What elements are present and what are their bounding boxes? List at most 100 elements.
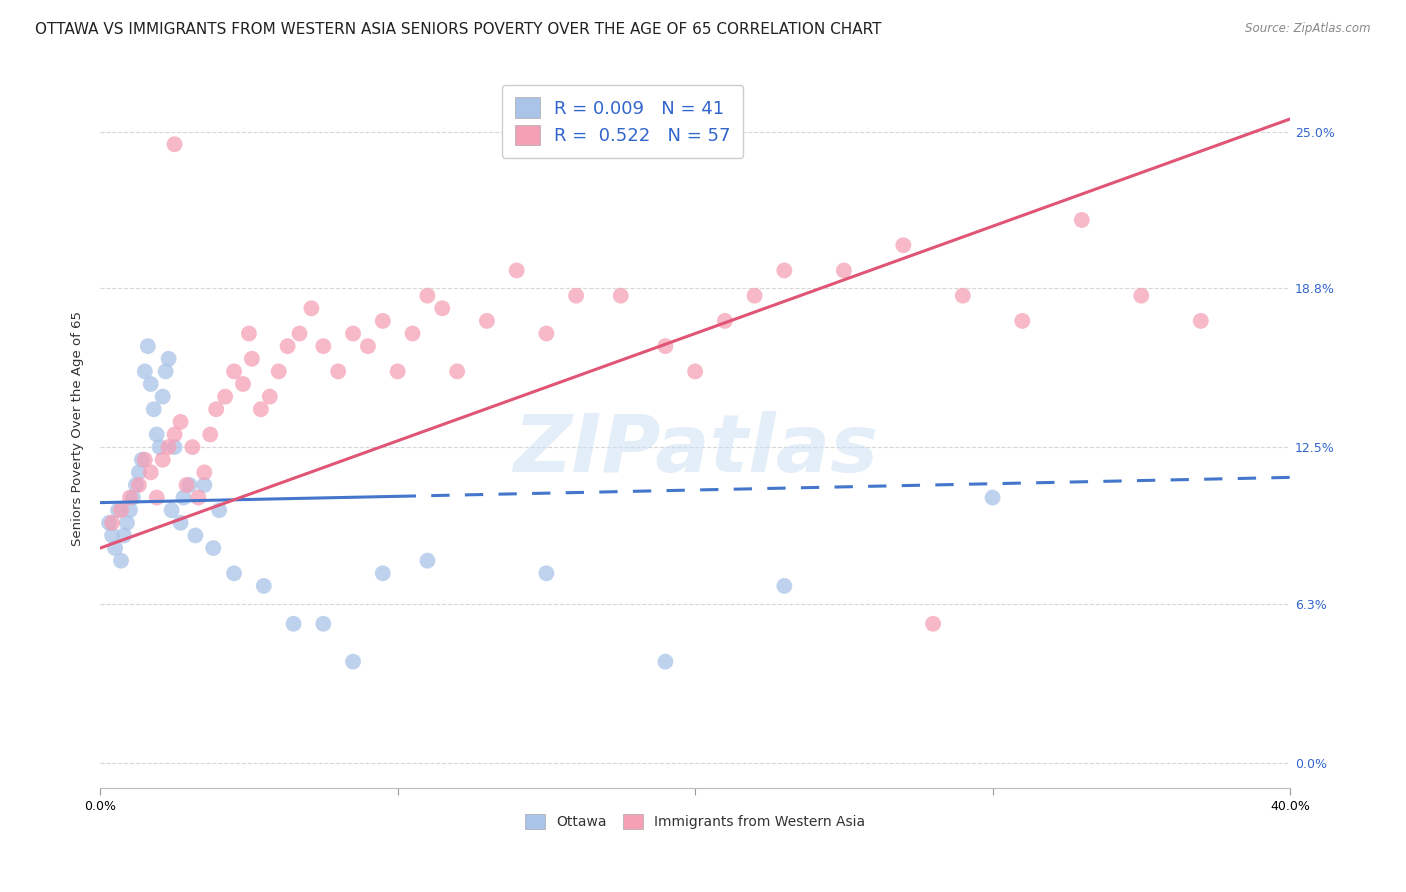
- Point: [104, 541, 127, 555]
- Point: [176, 478, 198, 492]
- Point: [253, 579, 276, 593]
- Point: [157, 351, 180, 366]
- Point: [238, 326, 260, 341]
- Point: [101, 528, 124, 542]
- Point: [145, 427, 167, 442]
- Text: ZIPatlas: ZIPatlas: [513, 410, 877, 489]
- Point: [200, 427, 222, 442]
- Point: [1189, 314, 1212, 328]
- Point: [277, 339, 299, 353]
- Point: [773, 579, 796, 593]
- Point: [112, 528, 135, 542]
- Point: [387, 364, 409, 378]
- Point: [505, 263, 527, 277]
- Text: Source: ZipAtlas.com: Source: ZipAtlas.com: [1246, 22, 1371, 36]
- Point: [184, 528, 207, 542]
- Point: [922, 616, 945, 631]
- Point: [169, 516, 191, 530]
- Point: [163, 137, 186, 152]
- Point: [342, 326, 364, 341]
- Point: [610, 288, 633, 302]
- Point: [416, 288, 439, 302]
- Point: [222, 566, 245, 581]
- Point: [891, 238, 914, 252]
- Point: [283, 616, 305, 631]
- Point: [1070, 213, 1092, 227]
- Point: [744, 288, 766, 302]
- Point: [446, 364, 468, 378]
- Point: [128, 466, 150, 480]
- Point: [214, 390, 236, 404]
- Point: [155, 364, 177, 378]
- Point: [536, 566, 558, 581]
- Point: [299, 301, 322, 316]
- Point: [125, 478, 148, 492]
- Point: [118, 491, 141, 505]
- Point: [432, 301, 454, 316]
- Point: [142, 402, 165, 417]
- Point: [152, 452, 174, 467]
- Point: [259, 390, 281, 404]
- Point: [134, 364, 156, 378]
- Point: [169, 415, 191, 429]
- Point: [475, 314, 498, 328]
- Point: [654, 655, 676, 669]
- Point: [131, 452, 153, 467]
- Point: [312, 616, 335, 631]
- Point: [115, 516, 138, 530]
- Point: [342, 655, 364, 669]
- Point: [139, 377, 162, 392]
- Point: [565, 288, 588, 302]
- Point: [536, 326, 558, 341]
- Point: [181, 440, 204, 454]
- Point: [416, 554, 439, 568]
- Point: [401, 326, 423, 341]
- Point: [101, 516, 124, 530]
- Point: [163, 440, 186, 454]
- Point: [683, 364, 706, 378]
- Point: [193, 478, 215, 492]
- Point: [157, 440, 180, 454]
- Point: [240, 351, 263, 366]
- Point: [371, 566, 394, 581]
- Point: [118, 503, 141, 517]
- Point: [371, 314, 394, 328]
- Point: [98, 516, 121, 530]
- Point: [208, 503, 231, 517]
- Point: [149, 440, 172, 454]
- Point: [173, 491, 195, 505]
- Point: [110, 503, 132, 517]
- Point: [1130, 288, 1153, 302]
- Point: [128, 478, 150, 492]
- Point: [163, 427, 186, 442]
- Point: [328, 364, 350, 378]
- Point: [654, 339, 676, 353]
- Point: [179, 478, 201, 492]
- Point: [110, 554, 132, 568]
- Point: [202, 541, 225, 555]
- Point: [1011, 314, 1033, 328]
- Point: [152, 390, 174, 404]
- Point: [267, 364, 290, 378]
- Text: OTTAWA VS IMMIGRANTS FROM WESTERN ASIA SENIORS POVERTY OVER THE AGE OF 65 CORREL: OTTAWA VS IMMIGRANTS FROM WESTERN ASIA S…: [35, 22, 882, 37]
- Y-axis label: Seniors Poverty Over the Age of 65: Seniors Poverty Over the Age of 65: [72, 310, 84, 546]
- Point: [193, 466, 215, 480]
- Legend: Ottawa, Immigrants from Western Asia: Ottawa, Immigrants from Western Asia: [520, 809, 870, 835]
- Point: [357, 339, 380, 353]
- Point: [187, 491, 209, 505]
- Point: [145, 491, 167, 505]
- Point: [205, 402, 228, 417]
- Point: [773, 263, 796, 277]
- Point: [136, 339, 159, 353]
- Point: [250, 402, 273, 417]
- Point: [832, 263, 855, 277]
- Point: [714, 314, 737, 328]
- Point: [232, 377, 254, 392]
- Point: [122, 491, 145, 505]
- Point: [222, 364, 245, 378]
- Point: [288, 326, 311, 341]
- Point: [160, 503, 183, 517]
- Point: [107, 503, 129, 517]
- Point: [981, 491, 1004, 505]
- Point: [134, 452, 156, 467]
